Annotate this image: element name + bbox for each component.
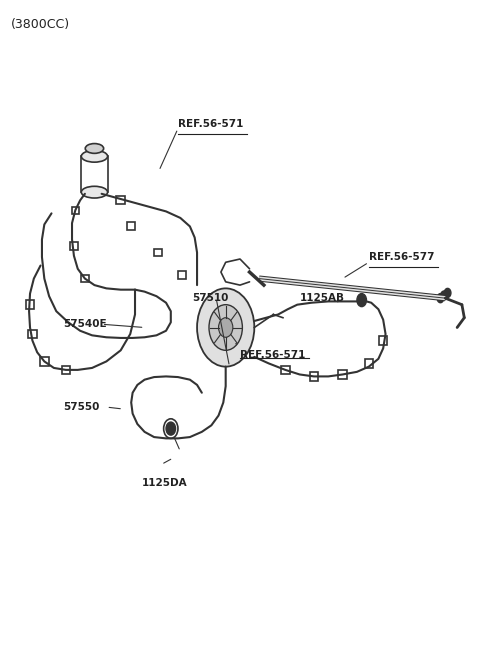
Text: REF.56-571: REF.56-571 — [178, 119, 243, 128]
Bar — [81, 275, 89, 282]
Bar — [154, 249, 163, 256]
Circle shape — [197, 288, 254, 367]
Bar — [116, 196, 125, 204]
Text: REF.56-571: REF.56-571 — [240, 350, 305, 360]
Circle shape — [357, 293, 366, 307]
Circle shape — [441, 291, 447, 300]
Circle shape — [209, 305, 242, 350]
Bar — [364, 359, 373, 367]
Bar — [310, 372, 318, 381]
Ellipse shape — [85, 143, 104, 153]
Bar — [28, 329, 36, 338]
Ellipse shape — [81, 151, 108, 162]
Circle shape — [437, 293, 444, 303]
Bar — [70, 242, 78, 250]
Ellipse shape — [81, 186, 108, 198]
Bar — [61, 365, 70, 374]
Bar — [72, 206, 79, 214]
Text: 57550: 57550 — [63, 402, 100, 412]
Circle shape — [218, 318, 233, 337]
Text: REF.56-577: REF.56-577 — [369, 252, 434, 262]
Bar — [40, 357, 48, 365]
Bar — [281, 365, 289, 374]
Text: 57540E: 57540E — [63, 319, 107, 329]
Text: (3800CC): (3800CC) — [11, 18, 70, 31]
Circle shape — [444, 288, 451, 297]
Text: 57510: 57510 — [192, 293, 228, 303]
Bar — [379, 336, 387, 345]
Bar — [127, 223, 135, 231]
Circle shape — [166, 422, 176, 435]
Bar — [178, 271, 186, 279]
Bar — [338, 370, 347, 379]
Text: 1125AB: 1125AB — [300, 293, 345, 303]
Bar — [26, 301, 34, 309]
Text: 1125DA: 1125DA — [142, 477, 188, 487]
